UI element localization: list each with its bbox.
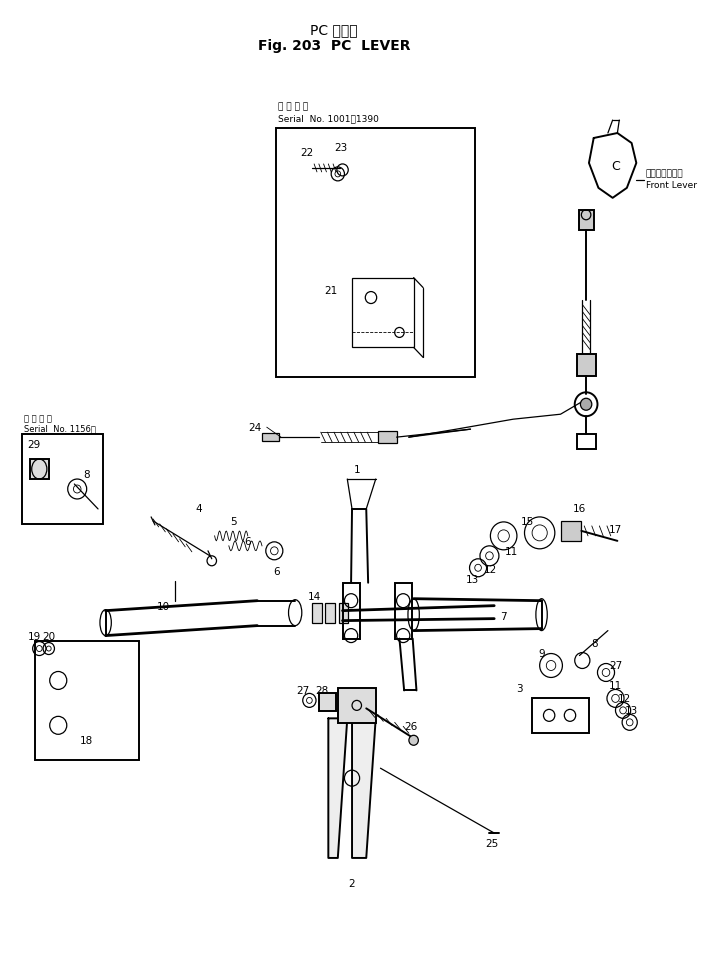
Circle shape: [409, 736, 418, 745]
Text: 12: 12: [484, 564, 497, 574]
Text: フロントレバー: フロントレバー: [646, 169, 684, 178]
Text: 25: 25: [486, 838, 499, 848]
Text: 27: 27: [609, 660, 622, 671]
Text: 16: 16: [573, 503, 586, 514]
Text: 12: 12: [617, 694, 630, 703]
Bar: [22, 435, 102, 525]
Bar: [395, 583, 412, 639]
Bar: [319, 694, 336, 711]
Text: 24: 24: [249, 423, 262, 433]
Text: 8: 8: [591, 638, 598, 648]
Bar: [276, 129, 475, 378]
Text: 13: 13: [465, 574, 479, 584]
Bar: [532, 699, 589, 734]
Text: 11: 11: [609, 681, 622, 691]
Text: 29: 29: [27, 440, 40, 449]
Text: Serial  No. 1156～: Serial No. 1156～: [24, 424, 96, 433]
Text: 5: 5: [230, 517, 237, 527]
Text: 19: 19: [28, 631, 41, 641]
Bar: [352, 278, 413, 348]
Bar: [338, 689, 376, 724]
Bar: [326, 603, 335, 623]
Circle shape: [581, 399, 592, 410]
Bar: [339, 603, 348, 623]
Text: 28: 28: [315, 686, 329, 696]
Text: 6: 6: [244, 536, 251, 546]
Text: 適 用 号 表: 適 用 号 表: [24, 414, 52, 423]
Polygon shape: [329, 719, 347, 858]
Text: 11: 11: [505, 546, 518, 556]
Text: 14: 14: [307, 591, 321, 601]
Text: 2: 2: [349, 878, 355, 888]
Text: 6: 6: [273, 567, 279, 576]
Text: 26: 26: [404, 722, 418, 732]
Bar: [576, 435, 595, 449]
Text: 4: 4: [195, 503, 201, 514]
Text: 1: 1: [353, 465, 360, 475]
Bar: [34, 641, 139, 760]
Text: 13: 13: [625, 705, 638, 715]
Text: Fig. 203  PC  LEVER: Fig. 203 PC LEVER: [258, 39, 410, 53]
Bar: [576, 355, 595, 377]
Text: 21: 21: [324, 285, 338, 295]
Bar: [560, 522, 581, 541]
Bar: [29, 459, 48, 480]
Bar: [312, 603, 322, 623]
Text: C: C: [611, 160, 620, 173]
Text: 9: 9: [538, 648, 545, 658]
Polygon shape: [352, 719, 376, 858]
Text: 17: 17: [609, 525, 622, 534]
Bar: [262, 434, 279, 442]
Bar: [578, 211, 594, 231]
Text: 3: 3: [516, 684, 522, 694]
Text: 15: 15: [521, 517, 534, 527]
Text: 18: 18: [80, 736, 93, 745]
Text: 適 用 号 表: 適 用 号 表: [278, 102, 308, 111]
Text: 27: 27: [296, 686, 310, 696]
Text: 8: 8: [84, 470, 90, 480]
Text: 20: 20: [42, 631, 55, 641]
Text: 10: 10: [157, 601, 170, 611]
Text: PC レバー: PC レバー: [310, 23, 358, 37]
Bar: [378, 432, 397, 444]
Text: Front Lever: Front Lever: [646, 181, 697, 191]
Text: 22: 22: [300, 148, 313, 158]
Text: 7: 7: [501, 611, 507, 621]
Bar: [343, 583, 359, 639]
Text: Serial  No. 1001～1390: Serial No. 1001～1390: [278, 114, 379, 123]
Text: 23: 23: [334, 143, 347, 152]
